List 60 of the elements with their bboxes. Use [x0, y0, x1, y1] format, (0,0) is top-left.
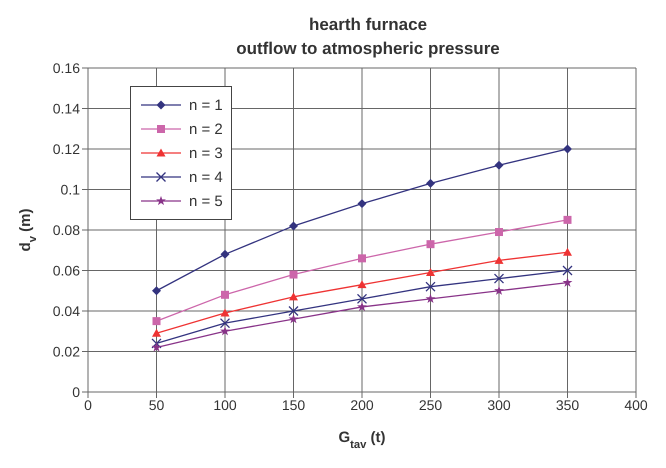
y-tick-label: 0	[72, 384, 80, 400]
legend-label: n = 3	[189, 144, 223, 162]
x-tick-label: 50	[148, 396, 164, 413]
point	[152, 342, 162, 352]
point	[220, 318, 230, 328]
point	[290, 270, 298, 279]
y-tick-label: 0.02	[52, 343, 80, 360]
point	[425, 282, 436, 292]
point	[289, 221, 298, 230]
point	[563, 248, 572, 256]
x-tick-label: 0	[84, 396, 92, 413]
point	[288, 306, 299, 316]
y-tick-label: 0.08	[52, 222, 80, 238]
point	[358, 280, 366, 288]
point	[220, 308, 230, 317]
x-tick-label: 350	[556, 396, 580, 413]
point	[562, 277, 572, 287]
point	[494, 286, 504, 295]
point	[426, 268, 435, 276]
point	[152, 317, 160, 326]
x-tick-label: 300	[487, 396, 511, 413]
point	[564, 216, 572, 224]
legend-label: n = 1	[189, 96, 223, 114]
x-tick-label: 400	[624, 396, 648, 413]
point	[220, 250, 230, 259]
y-tick-label: 0.14	[52, 100, 80, 116]
point	[494, 160, 504, 170]
point	[151, 338, 162, 349]
point	[288, 314, 298, 324]
point	[494, 273, 504, 284]
x-tick-label: 100	[213, 396, 237, 413]
point	[220, 326, 230, 336]
point	[358, 254, 366, 262]
x-tick-label: 200	[350, 396, 374, 413]
point	[426, 178, 435, 188]
y-tick-label: 0.04	[52, 302, 80, 319]
point	[426, 240, 434, 248]
point	[357, 302, 367, 312]
y-tick-label: 0.16	[52, 60, 80, 76]
point	[563, 144, 572, 154]
y-tick-label: 0.12	[52, 140, 80, 157]
y-tick-label: 0.06	[52, 262, 80, 278]
legend-label: n = 4	[189, 168, 223, 186]
point	[356, 294, 368, 304]
point	[426, 294, 436, 304]
point	[562, 265, 573, 276]
point	[494, 256, 504, 264]
point	[152, 286, 161, 296]
y-tick-label: 0.1	[60, 181, 80, 198]
legend-label: n = 5	[189, 192, 223, 210]
chart-title: hearth furnace outflow to atmospheric pressure	[236, 15, 500, 58]
legend-label: n = 2	[189, 120, 223, 138]
point	[152, 328, 161, 337]
point	[358, 199, 366, 208]
x-axis-title: G$_{tav}$ (t)	[338, 429, 386, 451]
point	[221, 290, 229, 299]
point	[495, 228, 503, 236]
x-tick-label: 250	[418, 396, 442, 413]
x-tick-label: 150	[282, 396, 306, 413]
point	[289, 292, 298, 300]
